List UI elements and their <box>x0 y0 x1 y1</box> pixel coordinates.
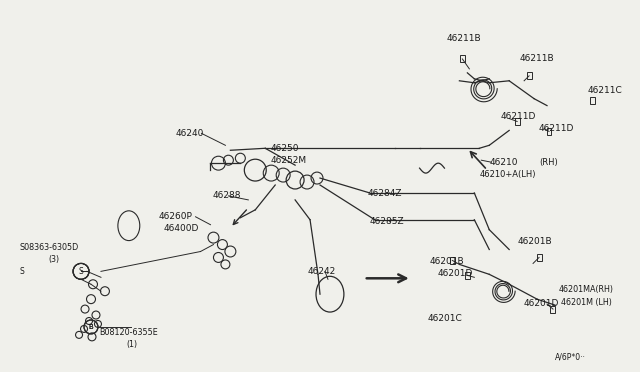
Text: 46260P: 46260P <box>159 212 193 221</box>
Text: 46400D: 46400D <box>164 224 199 233</box>
Text: S: S <box>79 267 83 276</box>
Text: 46201C: 46201C <box>428 314 462 324</box>
Text: B: B <box>88 324 93 330</box>
Text: 46285Z: 46285Z <box>370 217 404 226</box>
Text: 46240: 46240 <box>175 129 204 138</box>
Text: 46201B: 46201B <box>429 257 464 266</box>
Text: 46250: 46250 <box>270 144 299 153</box>
Text: 46211B: 46211B <box>447 33 481 43</box>
Text: (1): (1) <box>127 340 138 349</box>
Text: 46211D: 46211D <box>500 112 536 121</box>
Text: B: B <box>88 324 93 330</box>
Text: 46288: 46288 <box>212 192 241 201</box>
Text: B08120-6355E: B08120-6355E <box>99 328 157 337</box>
Text: 46201MA(RH): 46201MA(RH) <box>559 285 614 294</box>
Text: S: S <box>19 267 24 276</box>
Text: 46211D: 46211D <box>539 124 575 133</box>
Text: 46201D: 46201D <box>523 299 559 308</box>
Text: 46201B: 46201B <box>517 237 552 246</box>
Text: A/6P*0··: A/6P*0·· <box>555 352 586 361</box>
Text: 46284Z: 46284Z <box>368 189 403 198</box>
Text: S08363-6305D: S08363-6305D <box>19 243 79 252</box>
Text: 46210: 46210 <box>489 158 518 167</box>
Text: 46210+A(LH): 46210+A(LH) <box>479 170 536 179</box>
Text: (RH): (RH) <box>539 158 558 167</box>
Text: 46201M (LH): 46201M (LH) <box>561 298 612 307</box>
Text: 46211B: 46211B <box>519 54 554 64</box>
Text: 46211C: 46211C <box>588 86 623 95</box>
Text: 46201D: 46201D <box>438 269 473 278</box>
Text: 46242: 46242 <box>308 267 336 276</box>
Text: 46252M: 46252M <box>270 156 307 165</box>
Text: (3): (3) <box>48 255 60 264</box>
